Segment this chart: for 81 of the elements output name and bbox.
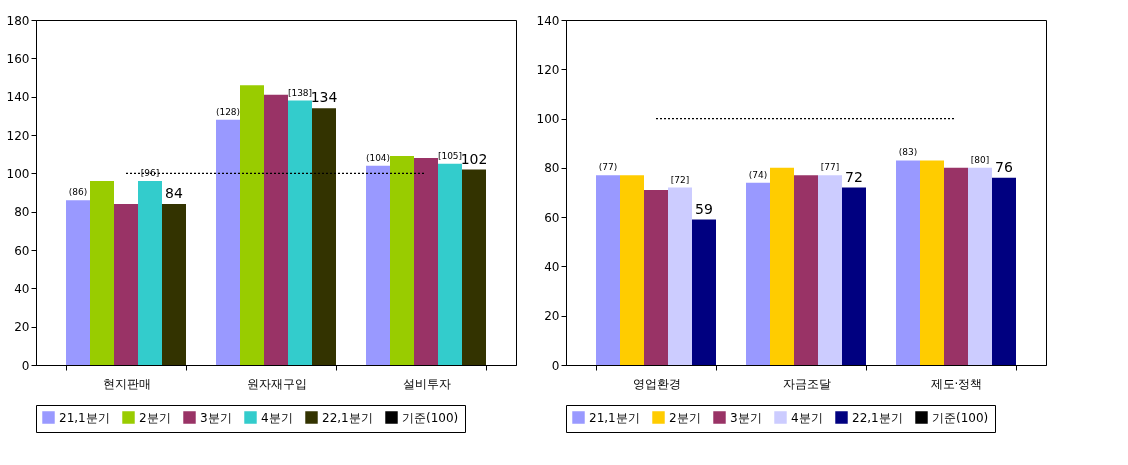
bar — [896, 160, 920, 365]
data-label: 84 — [165, 185, 183, 201]
y-tick-label: 20 — [14, 320, 30, 335]
bar — [842, 187, 866, 365]
bar — [138, 181, 162, 365]
y-tick-label: 80 — [544, 161, 560, 176]
bar — [968, 167, 992, 365]
x-tick-label: 설비투자 — [402, 376, 451, 391]
legend-label: 4분기 — [261, 410, 293, 425]
x-tick-label: 현지판매 — [102, 376, 151, 391]
data-label: 72 — [845, 168, 863, 185]
x-tick-label: 원자재구입 — [246, 376, 307, 391]
data-label: [105] — [437, 150, 463, 161]
y-tick-label: 120 — [536, 62, 560, 77]
bar — [414, 158, 438, 365]
x-tick-label: 영업환경 — [632, 376, 681, 391]
bar — [66, 200, 90, 365]
bar — [264, 94, 288, 365]
x-tick-label: 자금조달 — [782, 376, 831, 391]
bar — [162, 204, 186, 365]
y-tick-label: 0 — [551, 358, 560, 373]
data-label: 59 — [695, 200, 713, 217]
data-label: (128) — [215, 106, 241, 117]
legend-label: 22,1분기 — [322, 410, 373, 425]
legend-label: 2분기 — [669, 410, 701, 425]
data-label: (86) — [68, 187, 88, 198]
legend-label: 4분기 — [791, 410, 823, 425]
data-label: 76 — [995, 158, 1013, 175]
bar — [620, 175, 644, 365]
bar — [90, 181, 114, 365]
legend-label: 기준(100) — [402, 410, 459, 425]
bar — [438, 163, 462, 365]
y-tick-label: 20 — [544, 309, 560, 324]
data-label: [80] — [970, 154, 990, 165]
data-label: (77) — [598, 162, 618, 173]
bar — [216, 119, 240, 365]
y-tick-label: 40 — [544, 259, 560, 274]
bar — [390, 156, 414, 365]
bar — [114, 204, 138, 365]
y-tick-label: 80 — [14, 205, 30, 220]
y-tick-label: 140 — [536, 13, 560, 28]
bar — [462, 169, 486, 365]
legend-label: 기준(100) — [932, 410, 989, 425]
y-tick-label: 60 — [14, 243, 30, 258]
bar — [668, 187, 692, 365]
y-tick-label: 0 — [21, 358, 30, 373]
legend-label: 3분기 — [730, 410, 762, 425]
bar — [818, 175, 842, 365]
bar — [596, 175, 620, 365]
bar — [644, 190, 668, 365]
legend-label: 22,1분기 — [852, 410, 903, 425]
y-tick-label: 100 — [6, 166, 30, 181]
y-tick-label: 100 — [536, 112, 560, 127]
x-tick-label: 제도·정책 — [930, 376, 983, 391]
data-label: (83) — [898, 147, 918, 158]
bar — [366, 165, 390, 365]
data-label: [77] — [820, 162, 840, 173]
bar — [312, 108, 336, 365]
bar — [770, 167, 794, 365]
bar — [992, 177, 1016, 365]
bar — [746, 182, 770, 365]
bar — [944, 167, 968, 365]
data-label: (74) — [748, 169, 768, 180]
bar — [288, 100, 312, 365]
bar — [794, 175, 818, 365]
y-tick-label: 180 — [6, 13, 30, 28]
y-tick-label: 60 — [544, 210, 560, 225]
bar — [692, 219, 716, 365]
legend-label: 21,1분기 — [59, 410, 110, 425]
bar — [240, 85, 264, 365]
bar — [920, 160, 944, 365]
y-tick-label: 160 — [6, 51, 30, 66]
data-label: [72] — [670, 174, 690, 185]
legend-label: 3분기 — [200, 410, 232, 425]
y-tick-label: 40 — [14, 281, 30, 296]
data-label: [138] — [287, 87, 313, 98]
y-tick-label: 140 — [6, 90, 30, 105]
legend-label: 2분기 — [139, 410, 171, 425]
legend-label: 21,1분기 — [589, 410, 640, 425]
y-tick-label: 120 — [6, 128, 30, 143]
data-label: (104) — [365, 152, 391, 163]
